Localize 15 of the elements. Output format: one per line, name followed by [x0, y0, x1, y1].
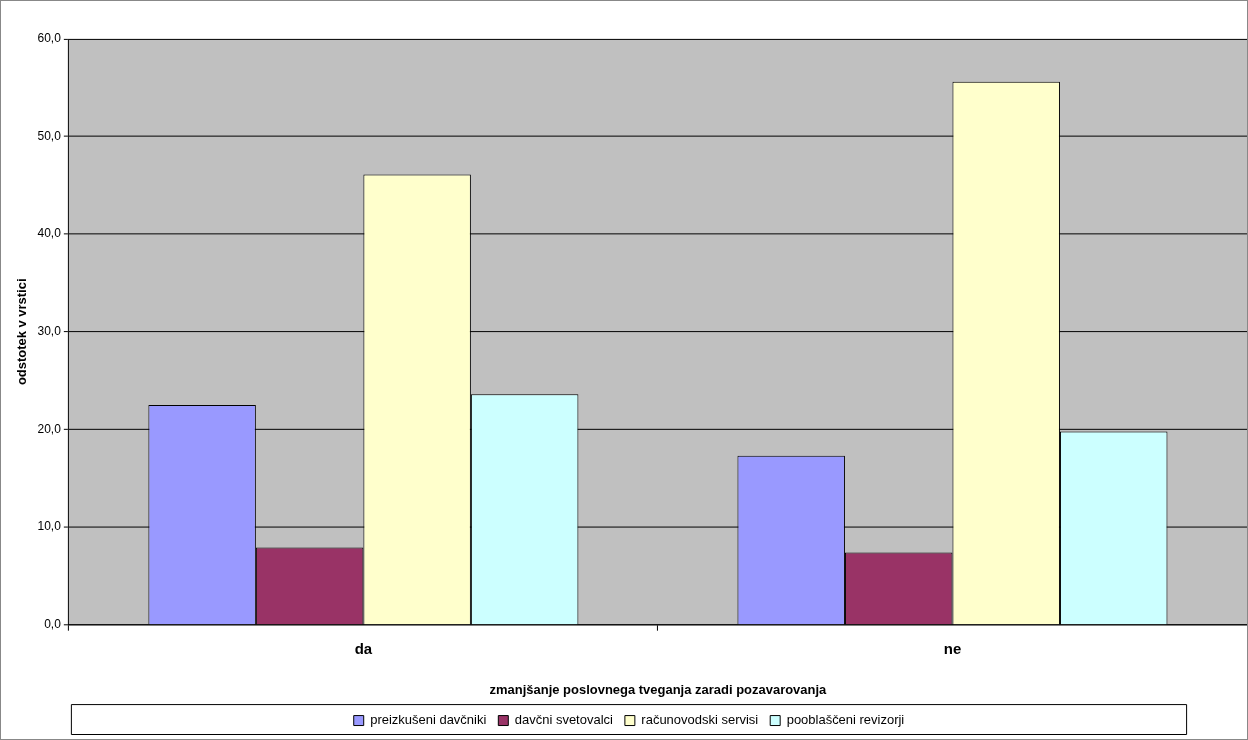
y-tick-label: 50,0	[37, 128, 62, 143]
legend-label: davčni svetovalci	[514, 712, 613, 728]
legend-label: pooblaščeni revizorji	[786, 712, 905, 728]
y-axis-title: odstotek v vrstici	[14, 278, 30, 386]
y-tick-label: 20,0	[37, 421, 62, 436]
legend-label: računovodski servisi	[641, 712, 759, 728]
y-tick-label: 10,0	[37, 519, 62, 534]
y-tick-label: 60,0	[37, 31, 62, 46]
y-tick-label: 30,0	[37, 324, 62, 339]
x-tick-label: da	[354, 639, 373, 657]
x-axis-title: zmanjšanje poslovnega tveganja zaradi pozavarovanja	[489, 681, 828, 697]
y-tick-label: 40,0	[37, 226, 62, 241]
x-tick-label: ne	[943, 639, 962, 657]
y-tick-label: 0,0	[44, 617, 62, 632]
legend-label: preizkušeni davčniki	[370, 712, 487, 728]
